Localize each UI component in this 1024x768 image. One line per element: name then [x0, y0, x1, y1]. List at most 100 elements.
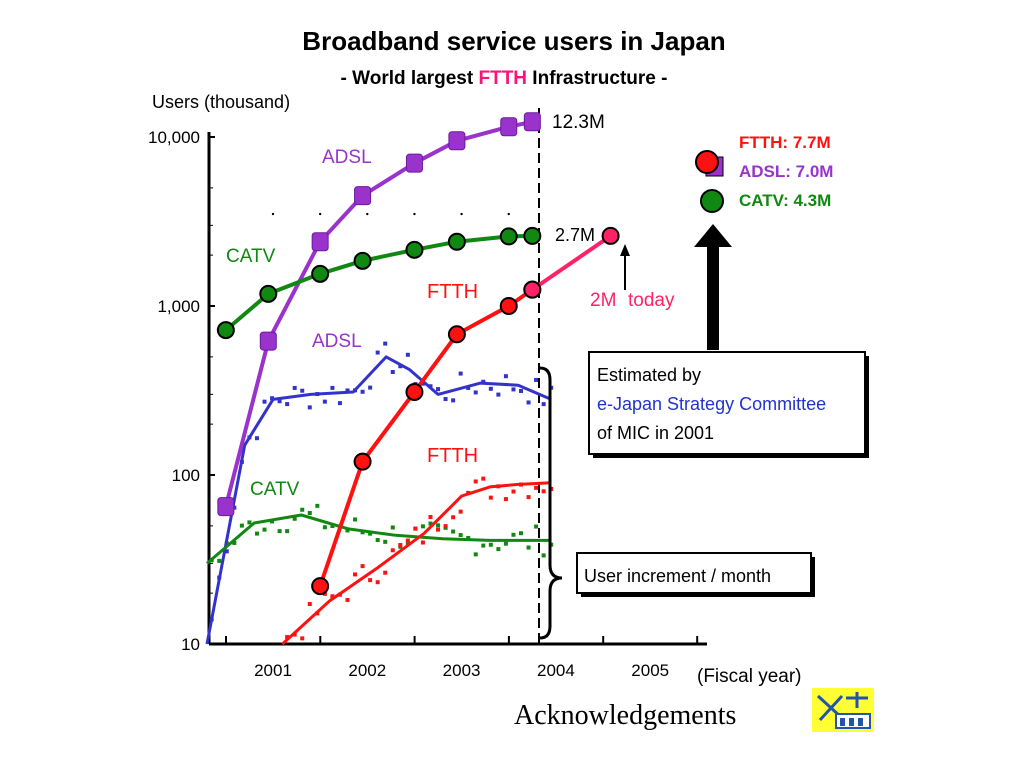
monthly-point-catv: [496, 547, 501, 552]
monthly-point-adsl: [405, 352, 410, 357]
network-logo-icon: [812, 688, 874, 732]
y-axis-label: Users (thousand): [152, 92, 290, 112]
monthly-point-catv: [488, 542, 493, 547]
monthly-line-ftth: [281, 481, 552, 646]
increment-box: [576, 552, 812, 594]
monthly-point-adsl: [451, 398, 456, 403]
monthly-point-adsl: [322, 399, 327, 404]
monthly-point-ftth: [534, 485, 539, 490]
series-group: [205, 112, 620, 646]
monthly-point-adsl: [262, 399, 267, 404]
x-tick-label-2: 2003: [443, 661, 481, 680]
chart-title: Broadband service users in Japan: [302, 26, 725, 56]
total-point-catv: [259, 284, 278, 303]
monthly-point-adsl: [458, 371, 463, 376]
monthly-line-adsl: [205, 355, 552, 645]
total-point-catv: [311, 264, 330, 283]
monthly-point-adsl: [307, 405, 312, 410]
legend-ftth: FTTH: 7.7M: [739, 133, 831, 152]
legend-ftth-marker: [695, 150, 719, 174]
monthly-point-ftth: [330, 594, 335, 599]
monthly-point-catv: [330, 524, 335, 529]
monthly-point-ftth: [473, 479, 478, 484]
monthly-point-ftth: [405, 538, 410, 543]
monthly-point-ftth: [398, 543, 403, 548]
monthly-point-catv: [239, 523, 244, 528]
monthly-point-adsl: [337, 401, 342, 406]
subtitle-part-1: - World largest: [341, 68, 479, 89]
grid-dot: [413, 212, 416, 216]
monthly-point-ftth: [458, 509, 463, 514]
total-point-ftth: [447, 325, 466, 344]
y-tick-label-3: 10,000: [148, 128, 200, 147]
total-point-ftth: [353, 452, 372, 471]
x-tick-label-1: 2002: [348, 661, 386, 680]
monthly-point-catv: [436, 523, 441, 528]
estimated-line-3: of MIC in 2001: [597, 423, 714, 443]
increment-brace: [539, 366, 563, 640]
monthly-point-catv: [420, 524, 425, 529]
monthly-point-adsl: [383, 341, 388, 346]
monthly-point-catv: [451, 529, 456, 534]
monthly-point-catv: [534, 524, 539, 529]
minor-tick-group: [271, 212, 510, 216]
monthly-point-catv: [217, 558, 222, 563]
total-line-ftth-3: [531, 234, 612, 292]
monthly-point-catv: [300, 507, 305, 512]
monthly-point-adsl: [330, 385, 335, 390]
monthly-point-adsl: [375, 350, 380, 355]
monthly-point-catv: [519, 531, 524, 536]
estimated-box-shadow-right: [865, 356, 869, 458]
monthly-point-catv: [285, 529, 290, 534]
total-point-adsl: [523, 112, 541, 132]
label-catv-monthly: CATV: [250, 479, 300, 500]
legend-catv-marker: [700, 189, 724, 213]
increment-box-shadow-right: [811, 557, 815, 597]
total-point-catv: [353, 251, 372, 270]
monthly-point-ftth: [526, 495, 531, 500]
monthly-point-catv: [262, 527, 267, 532]
grid-dot: [318, 212, 322, 216]
y-tick-label-1: 100: [172, 466, 200, 485]
estimated-line-1: Estimated by: [597, 365, 701, 385]
monthly-point-ftth: [353, 572, 358, 577]
monthly-point-catv: [375, 538, 380, 543]
monthly-point-adsl: [541, 402, 546, 407]
monthly-point-catv: [481, 543, 486, 548]
label-2-7m: 2.7M: [555, 225, 595, 245]
subtitle-part-ftth: FTTH: [478, 68, 527, 89]
monthly-point-ftth: [300, 636, 305, 641]
total-point-adsl: [448, 131, 466, 151]
monthly-point-catv: [277, 529, 282, 534]
monthly-line-catv: [206, 513, 552, 565]
acknowledgements-text: Acknowledgements: [514, 700, 737, 731]
monthly-point-catv: [428, 521, 433, 526]
monthly-point-adsl: [488, 386, 493, 391]
legend-adsl: ADSL: 7.0M: [739, 162, 833, 181]
total-point-catv: [405, 240, 424, 259]
monthly-point-ftth: [436, 527, 441, 532]
estimated-box-shadow-bottom: [593, 454, 869, 458]
grid-dot: [366, 212, 369, 216]
x-axis-label: (Fiscal year): [697, 666, 802, 687]
monthly-point-ftth: [488, 495, 493, 500]
monthly-point-adsl: [345, 388, 350, 393]
monthly-point-ftth: [390, 548, 395, 553]
monthly-point-catv: [458, 533, 463, 538]
label-today: today: [628, 290, 675, 311]
estimated-box: [588, 351, 866, 455]
monthly-point-catv: [466, 535, 471, 540]
monthly-point-ftth: [322, 591, 327, 596]
x-tick-label-3: 2004: [537, 661, 575, 680]
total-point-ftth: [405, 382, 424, 401]
total-point-adsl: [259, 331, 277, 351]
total-point-adsl: [405, 153, 423, 173]
monthly-point-adsl: [496, 392, 501, 397]
y-tick-label-2: 1,000: [157, 297, 200, 316]
monthly-point-catv: [526, 545, 531, 550]
estimated-line-2: e-Japan Strategy Committee: [597, 394, 826, 414]
monthly-point-catv: [405, 541, 410, 546]
label-12-3m: 12.3M: [552, 112, 605, 133]
monthly-point-adsl: [466, 385, 471, 390]
monthly-point-ftth: [383, 570, 388, 575]
